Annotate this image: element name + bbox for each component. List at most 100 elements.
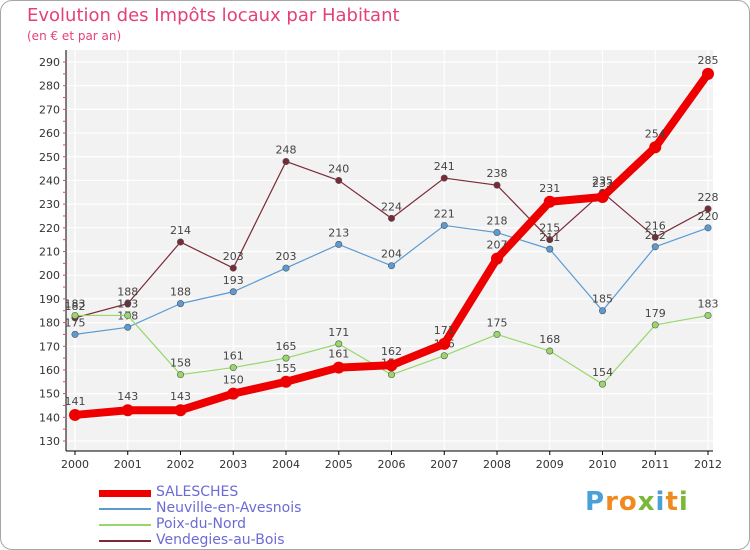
data-label-vendegies-au-bois: 241 [434,160,455,173]
logo-letter: i [655,487,666,517]
data-point-salesches [543,195,556,208]
legend-label-vendegies: Vendegies-au-Bois [156,532,285,548]
data-point-poix-du-nord [71,311,79,319]
y-tick-label: 280 [39,80,60,93]
data-point-salesches [280,375,292,388]
data-point-vendegies-au-bois [229,264,237,272]
data-point-neuville-en-avesnois [71,330,79,338]
data-point-poix-du-nord [177,371,185,379]
data-point-poix-du-nord [387,371,395,379]
data-label-poix-du-nord: 168 [539,333,560,346]
logo-letter: t [665,487,679,517]
data-label-poix-du-nord: 154 [592,366,613,379]
data-point-salesches [596,191,609,204]
data-point-neuville-en-avesnois [335,240,343,248]
data-label-poix-du-nord: 183 [117,297,138,310]
data-point-salesches [438,337,451,350]
x-tick-label: 2005 [325,458,353,471]
data-point-vendegies-au-bois [440,174,448,182]
data-label-salesches: 161 [328,348,349,361]
data-point-poix-du-nord [335,340,343,348]
data-point-vendegies-au-bois [124,300,132,308]
y-tick-label: 150 [39,388,60,401]
legend-swatch-vendegies [99,540,151,542]
x-tick-label: 2007 [430,458,458,471]
data-label-neuville-en-avesnois: 185 [592,293,613,306]
y-tick-label: 290 [39,56,60,69]
data-point-salesches [332,361,345,374]
logo-letter: r [605,487,619,517]
data-label-vendegies-au-bois: 248 [276,143,297,156]
data-point-poix-du-nord [229,364,237,372]
data-point-vendegies-au-bois [704,205,712,213]
logo-letter: i [678,487,689,517]
data-label-vendegies-au-bois: 240 [328,162,349,175]
data-label-salesches: 254 [645,127,666,140]
data-label-neuville-en-avesnois: 193 [223,274,244,287]
x-tick-label: 2011 [641,458,669,471]
data-label-salesches: 162 [381,345,402,358]
legend-swatch-poix [99,524,151,526]
data-label-neuville-en-avesnois: 218 [487,215,508,228]
data-label-poix-du-nord: 179 [645,307,666,320]
data-point-poix-du-nord [704,311,712,319]
data-point-neuville-en-avesnois [282,264,290,272]
data-label-vendegies-au-bois: 224 [381,200,402,213]
data-label-vendegies-au-bois: 216 [645,219,666,232]
x-tick-label: 2006 [378,458,406,471]
x-tick-label: 2009 [536,458,564,471]
legend-item-vendegies: Vendegies-au-Bois [99,532,399,549]
y-tick-label: 230 [39,198,60,211]
data-point-poix-du-nord [493,330,501,338]
data-label-salesches: 155 [276,362,297,375]
data-point-vendegies-au-bois [387,214,395,222]
y-tick-label: 240 [39,174,60,187]
data-point-vendegies-au-bois [335,176,343,184]
logo-letter: o [618,487,638,517]
data-point-neuville-en-avesnois [704,224,712,232]
data-label-neuville-en-avesnois: 212 [645,229,666,242]
legend-label-neuville: Neuville-en-Avesnois [156,500,302,516]
y-tick-label: 160 [39,364,60,377]
data-label-poix-du-nord: 183 [698,297,719,310]
data-label-vendegies-au-bois: 182 [65,300,86,313]
data-point-neuville-en-avesnois [229,288,237,296]
data-label-poix-du-nord: 171 [328,326,349,339]
data-point-poix-du-nord [282,354,290,362]
x-tick-label: 2003 [219,458,247,471]
data-label-neuville-en-avesnois: 175 [65,316,86,329]
y-tick-label: 130 [39,435,60,448]
chart-subtitle: (en € et par an) [27,29,122,43]
data-label-salesches: 150 [223,374,244,387]
y-tick-label: 220 [39,222,60,235]
data-label-vendegies-au-bois: 188 [117,286,138,299]
data-label-vendegies-au-bois: 228 [698,191,719,204]
data-point-poix-du-nord [546,347,554,355]
data-label-poix-du-nord: 175 [487,316,508,329]
data-point-vendegies-au-bois [177,238,185,246]
data-point-poix-du-nord [124,311,132,319]
y-tick-label: 190 [39,293,60,306]
data-label-salesches: 207 [487,239,508,252]
legend-item-poix: Poix-du-Nord [99,516,399,533]
data-point-salesches [385,359,398,372]
data-label-neuville-en-avesnois: 203 [276,250,297,263]
legend: SALESCHES Neuville-en-Avesnois Poix-du-N… [99,484,399,549]
y-tick-label: 250 [39,151,60,164]
data-label-poix-du-nord: 165 [276,340,297,353]
data-point-poix-du-nord [651,321,659,329]
y-tick-label: 260 [39,127,60,140]
legend-swatch-neuville [99,508,151,510]
data-label-neuville-en-avesnois: 211 [539,231,560,244]
data-label-vendegies-au-bois: 238 [487,167,508,180]
x-tick-label: 2008 [483,458,511,471]
legend-label-salesches: SALESCHES [156,484,239,500]
data-label-poix-du-nord: 158 [170,357,191,370]
data-label-salesches: 141 [65,395,86,408]
data-label-neuville-en-avesnois: 221 [434,207,455,220]
x-tick-label: 2010 [589,458,617,471]
y-tick-label: 180 [39,317,60,330]
data-point-neuville-en-avesnois [124,323,132,331]
data-point-vendegies-au-bois [546,236,554,244]
legend-label-poix: Poix-du-Nord [156,516,246,532]
